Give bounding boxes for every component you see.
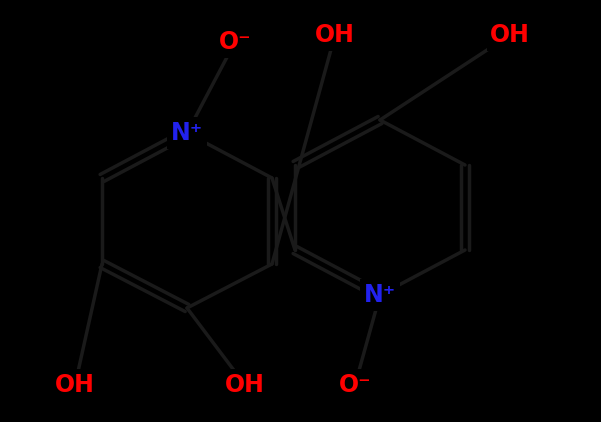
- Text: OH: OH: [55, 373, 95, 397]
- Text: OH: OH: [315, 23, 355, 47]
- Text: N⁺: N⁺: [171, 121, 203, 145]
- Text: N⁺: N⁺: [364, 283, 396, 307]
- Text: O⁻: O⁻: [219, 30, 251, 54]
- Text: OH: OH: [225, 373, 265, 397]
- Text: OH: OH: [490, 23, 530, 47]
- Text: O⁻: O⁻: [339, 373, 371, 397]
